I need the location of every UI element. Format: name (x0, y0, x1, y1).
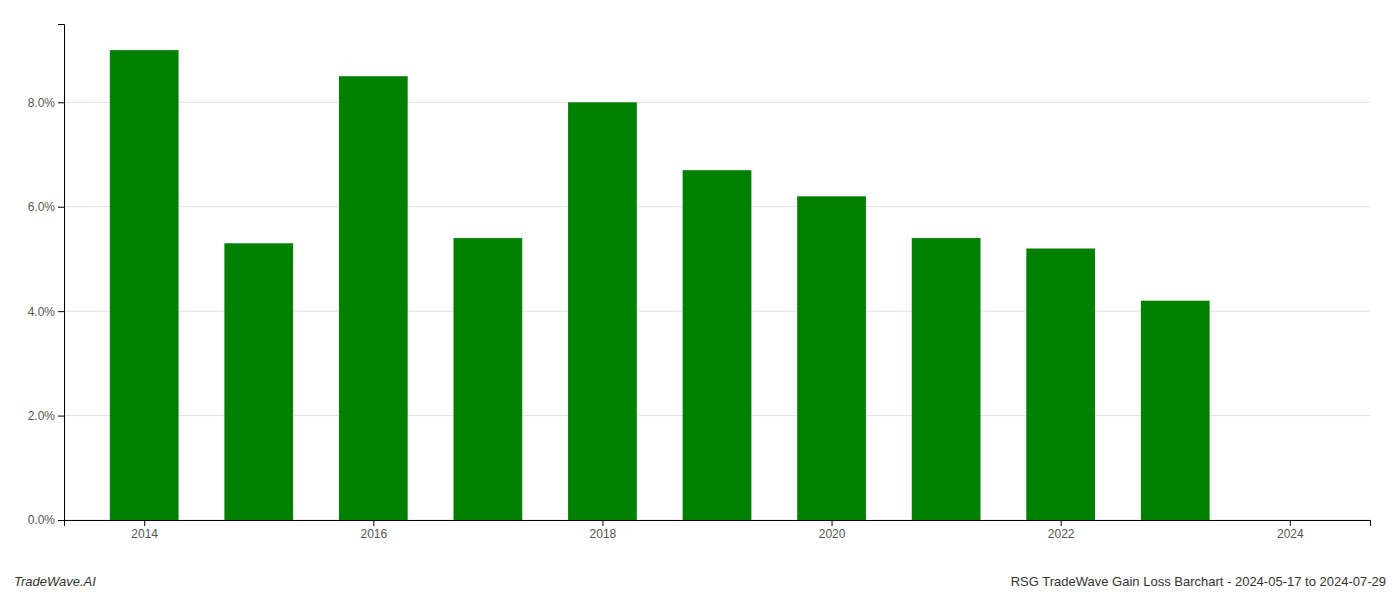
bar (912, 238, 981, 520)
x-tick-label: 2022 (1048, 527, 1075, 541)
y-tick: 8.0% (28, 96, 64, 110)
footer: TradeWave.AI RSG TradeWave Gain Loss Barc… (14, 574, 1386, 589)
bar (224, 243, 293, 520)
x-tick: 2016 (360, 520, 387, 541)
y-tick-label: 0.0% (28, 513, 56, 527)
bar (683, 170, 752, 520)
x-tick-mark (1290, 520, 1291, 526)
x-tick-label: 2018 (590, 527, 617, 541)
y-tick-mark (58, 311, 64, 312)
x-tick-mark (373, 520, 374, 526)
x-tick: 2020 (819, 520, 846, 541)
y-tick: 6.0% (28, 200, 64, 214)
x-tick-label: 2020 (819, 527, 846, 541)
y-tick-label: 2.0% (28, 409, 56, 423)
bar (1026, 249, 1095, 520)
x-tick: 2018 (590, 520, 617, 541)
chart: 0.0% 2.0% 4.0% 6.0% 8.0% 2014 2016 2018 2020 2022… (0, 0, 1400, 600)
y-tick-label: 8.0% (28, 96, 56, 110)
y-tick-label: 4.0% (28, 304, 56, 318)
footer-right: RSG TradeWave Gain Loss Barchart - 2024-… (1011, 574, 1386, 589)
x-tick: 2014 (131, 520, 158, 541)
bar (110, 50, 179, 520)
x-axis-line (65, 521, 1371, 527)
bar (454, 238, 523, 520)
y-axis-line (58, 25, 65, 521)
y-tick-mark (58, 520, 64, 521)
x-tick-mark (602, 520, 603, 526)
y-tick-mark (58, 416, 64, 417)
bar (568, 102, 637, 520)
x-axis: 2014 2016 2018 2020 2022 2024 (65, 520, 1371, 541)
grid-line (64, 102, 1370, 103)
y-tick: 0.0% (28, 513, 64, 527)
footer-left: TradeWave.AI (14, 574, 96, 589)
x-tick: 2022 (1048, 520, 1075, 541)
y-tick-mark (58, 207, 64, 208)
grid (64, 102, 1370, 520)
bar (1141, 301, 1210, 520)
y-tick: 2.0% (28, 409, 64, 423)
bar (797, 196, 866, 520)
x-tick-label: 2014 (131, 527, 158, 541)
x-tick: 2024 (1277, 520, 1304, 541)
y-tick-label: 6.0% (28, 200, 56, 214)
bars (110, 50, 1210, 520)
x-tick-mark (832, 520, 833, 526)
y-axis: 0.0% 2.0% 4.0% 6.0% 8.0% (28, 25, 65, 528)
y-tick: 4.0% (28, 304, 64, 318)
plot-area: 0.0% 2.0% 4.0% 6.0% 8.0% 2014 2016 2018 2020 2022… (28, 25, 1371, 541)
x-tick-label: 2024 (1277, 527, 1304, 541)
bar (339, 76, 408, 520)
y-tick-mark (58, 102, 64, 103)
x-tick-mark (1061, 520, 1062, 526)
x-tick-label: 2016 (360, 527, 387, 541)
x-tick-mark (144, 520, 145, 526)
chart-container: 0.0% 2.0% 4.0% 6.0% 8.0% 2014 2016 2018 2020 2022… (0, 0, 1400, 600)
